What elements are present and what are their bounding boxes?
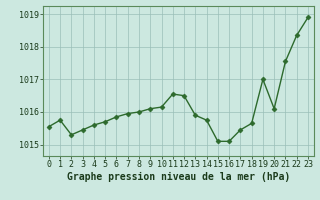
X-axis label: Graphe pression niveau de la mer (hPa): Graphe pression niveau de la mer (hPa) [67,172,290,182]
